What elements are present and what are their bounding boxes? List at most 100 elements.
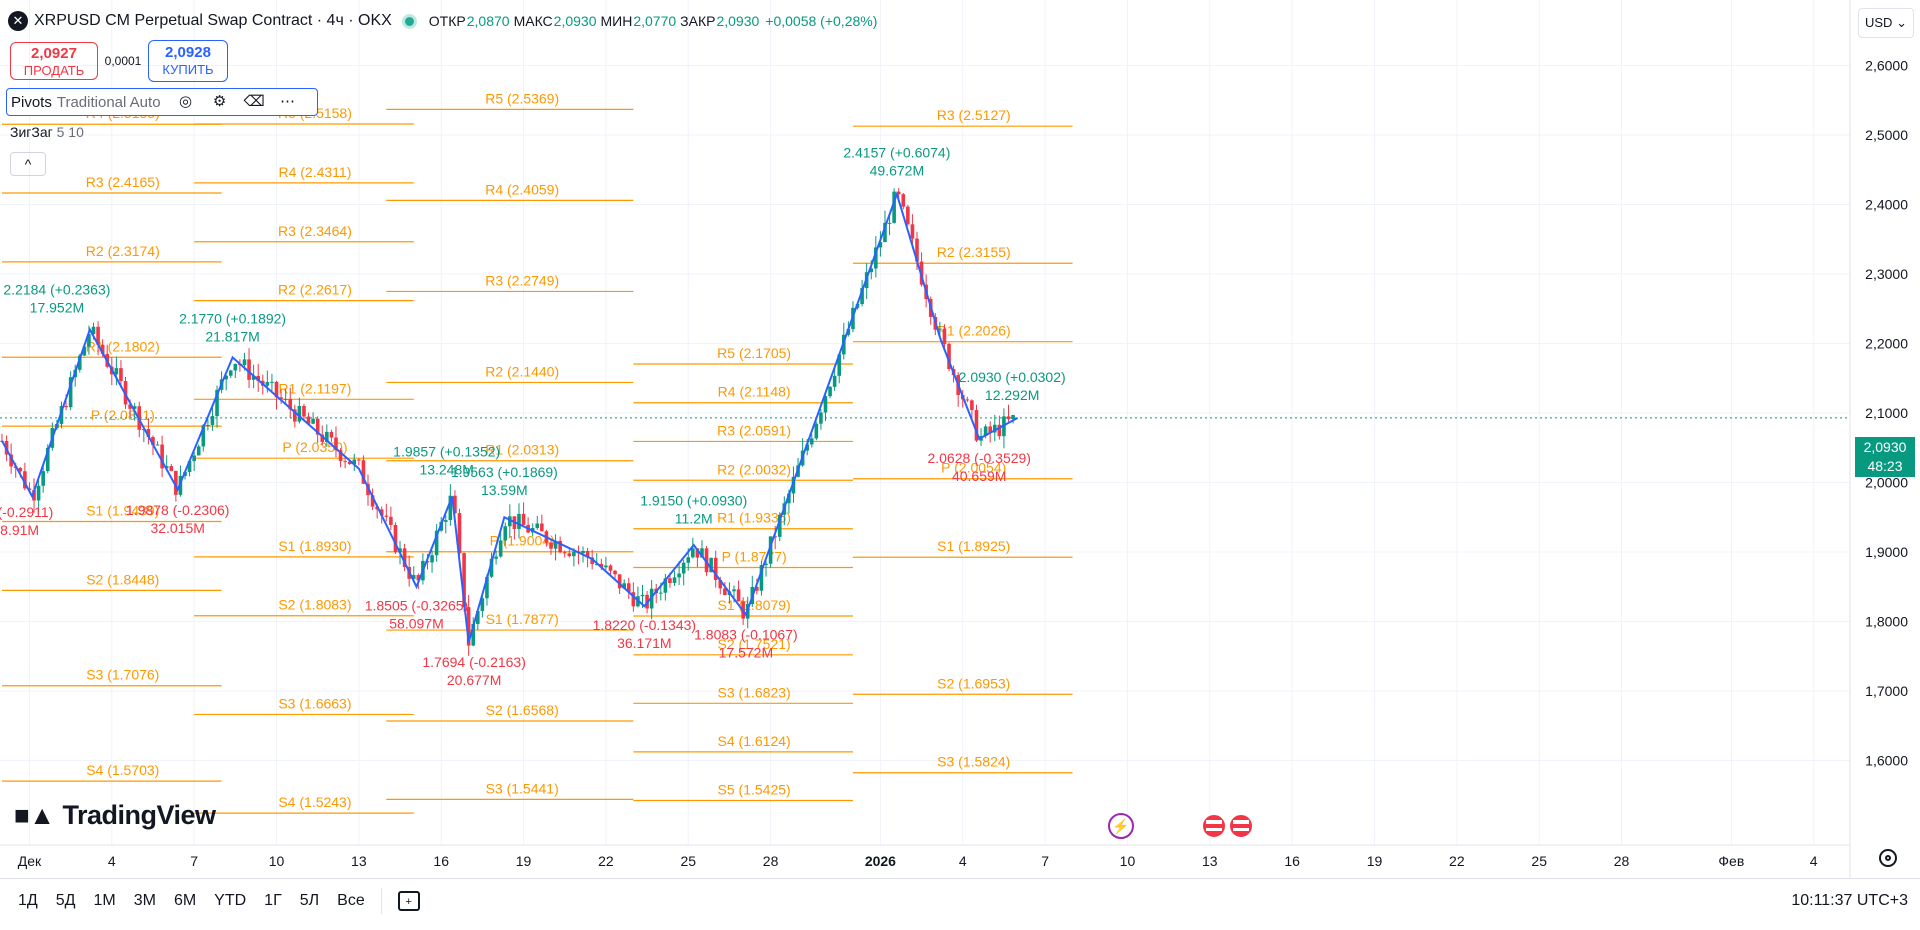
pivot-level-label: R3 (2.2749) xyxy=(485,272,559,288)
currency-selector[interactable]: USD ⌄ xyxy=(1858,8,1914,38)
pivots-indicator-legend[interactable]: Pivots Traditional Auto ◎ ⚙ ⌫ ⋯ xyxy=(6,88,318,116)
range-6m-button[interactable]: 6М xyxy=(173,892,197,909)
candle-body xyxy=(809,438,814,445)
candle-body xyxy=(233,363,238,371)
candle-body xyxy=(983,426,988,437)
candle-body xyxy=(434,530,439,556)
range-1y-button[interactable]: 1Г xyxy=(264,892,282,909)
candle-body xyxy=(599,563,604,568)
axis-settings-icon[interactable] xyxy=(1879,849,1897,867)
symbol-title[interactable]: XRPUSD CM Perpetual Swap Contract · 4ч ·… xyxy=(34,12,392,29)
lightning-glyph: ⚡ xyxy=(1112,818,1129,835)
candle-body xyxy=(247,359,251,380)
zigzag-volume-label: 21.817M xyxy=(205,328,259,344)
pivot-level-label: S3 (1.5824) xyxy=(937,754,1010,770)
candle-body xyxy=(777,514,782,537)
candle-body xyxy=(585,551,590,558)
chevron-down-icon: ⌄ xyxy=(1896,15,1907,30)
goto-date-icon[interactable]: + xyxy=(397,891,420,911)
zigzag-pivot-label: 21 (-0.2911) xyxy=(0,504,53,520)
candle-body xyxy=(704,548,709,573)
time-tick-label: 28 xyxy=(1614,853,1630,869)
range-1m-button[interactable]: 1М xyxy=(93,892,116,909)
price-tick-label: 2,6000 xyxy=(1865,58,1908,74)
range-all-button[interactable]: Все xyxy=(337,892,365,909)
pivot-level-label: S2 (1.8083) xyxy=(278,597,351,613)
price-chart[interactable]: R4 (2.5155)R3 (2.4165)R2 (2.3174)R1 (2.1… xyxy=(0,0,1920,878)
candle-body xyxy=(36,485,41,501)
clock-timezone[interactable]: 10:11:37 UTC+3 xyxy=(1791,892,1908,909)
candle-body xyxy=(228,370,233,376)
currency-label: USD xyxy=(1865,15,1893,30)
candle-body xyxy=(279,397,283,399)
zigzag-volume-label: 28.91M xyxy=(0,522,39,538)
pivot-level-label: R4 (2.4311) xyxy=(278,164,351,180)
low-value: 2,0770 xyxy=(633,13,677,29)
candle-body xyxy=(773,536,777,538)
candle-body xyxy=(883,222,887,243)
pivot-level-label: S1 (1.8925) xyxy=(937,538,1010,554)
pivots-params: Traditional Auto xyxy=(56,93,161,111)
trash-icon[interactable]: ⌫ xyxy=(243,93,265,110)
pivot-level-label: S1 (1.9439) xyxy=(86,502,159,518)
pivot-level-label: R2 (2.2617) xyxy=(278,282,352,298)
candle-body xyxy=(87,334,91,347)
pivot-level-label: R3 (2.3464) xyxy=(278,223,352,239)
collapse-legend-button[interactable]: ^ xyxy=(10,152,46,176)
candle-body xyxy=(224,375,228,380)
settings-icon[interactable]: ⚙ xyxy=(212,93,227,110)
zigzag-pivot-label: 1.8505 (-0.3265) xyxy=(365,597,469,613)
candle-body xyxy=(77,355,82,370)
us-flag-stripe xyxy=(1233,820,1249,824)
time-tick-label: 2026 xyxy=(865,853,896,869)
buy-button[interactable]: 2,0928 КУПИТЬ xyxy=(148,40,228,82)
pivot-level-label: S3 (1.6663) xyxy=(278,695,351,711)
candle-body xyxy=(965,399,970,401)
candle-body xyxy=(315,418,320,435)
zigzag-indicator-legend[interactable]: ЗигЗаг 5 10 xyxy=(10,124,84,140)
toolbar-divider xyxy=(380,888,382,914)
candle-body xyxy=(242,359,247,366)
range-1d-button[interactable]: 1Д xyxy=(18,892,38,909)
time-tick-label: 10 xyxy=(269,853,285,869)
candle-body xyxy=(668,578,672,584)
zigzag-volume-label: 20.677M xyxy=(447,672,501,688)
range-ytd-button[interactable]: YTD xyxy=(214,892,247,909)
candle-body xyxy=(402,548,407,568)
eye-icon[interactable]: ◎ xyxy=(179,93,193,110)
sell-label: ПРОДАТЬ xyxy=(23,63,85,78)
bottom-toolbar: 1Д 5Д 1М 3М 6М YTD 1Г 5Л Все + 10:11:37 … xyxy=(0,878,1920,923)
high-label: МАКС xyxy=(513,13,553,29)
candle-body xyxy=(709,557,713,573)
tradingview-logo-icon: ■▲ xyxy=(14,800,55,830)
open-label: ОТКР xyxy=(428,13,466,29)
more-icon[interactable]: ⋯ xyxy=(280,93,296,110)
sell-button[interactable]: 2,0927 ПРОДАТЬ xyxy=(10,42,98,80)
candle-body xyxy=(567,553,572,557)
candle-body xyxy=(274,381,279,398)
candle-body xyxy=(443,520,448,522)
candle-body xyxy=(82,346,87,356)
candle-body xyxy=(256,375,260,381)
tradingview-logo[interactable]: ■▲ TradingView xyxy=(14,800,216,831)
candle-body xyxy=(206,424,210,426)
close-label: ЗАКР xyxy=(680,13,716,29)
pivot-level-label: R1 (2.2026) xyxy=(937,323,1011,339)
candle-body xyxy=(517,513,521,529)
candle-body xyxy=(132,406,137,409)
range-3m-button[interactable]: 3М xyxy=(133,892,156,909)
zigzag-pivot-label: 1.7694 (-0.2163) xyxy=(422,654,526,670)
range-5d-button[interactable]: 5Д xyxy=(55,892,76,909)
time-tick-label: 7 xyxy=(1041,853,1049,869)
zigzag-volume-label: 17.572M xyxy=(719,645,773,661)
price-tick-label: 2,1000 xyxy=(1865,405,1908,421)
zigzag-pivot-label: 2.0930 (+0.0302) xyxy=(959,369,1066,385)
market-status-icon[interactable] xyxy=(401,13,417,29)
zigzag-polyline xyxy=(1,190,1019,643)
zigzag-volume-label: 13.59M xyxy=(481,482,528,498)
time-tick-label: Дек xyxy=(18,853,42,869)
candle-body xyxy=(553,540,558,549)
range-5y-button[interactable]: 5Л xyxy=(299,892,320,909)
candle-body xyxy=(896,191,901,195)
candle-body xyxy=(114,368,119,375)
